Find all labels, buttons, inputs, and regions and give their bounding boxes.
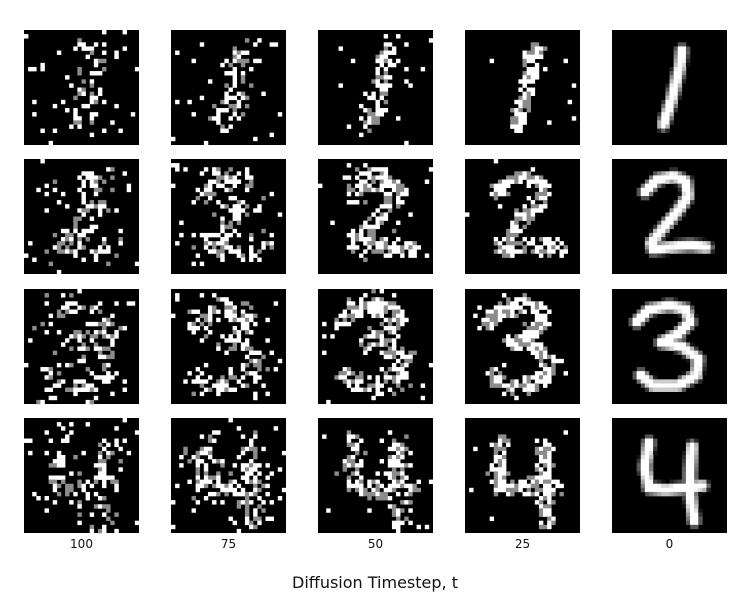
x-axis-title: Diffusion Timestep, t	[292, 573, 458, 592]
digit-2-t-25-image	[465, 159, 580, 274]
digit-4-t-75-image	[171, 418, 287, 534]
timestep-label-50: 50	[367, 537, 384, 551]
timestep-label-75: 75	[220, 537, 237, 551]
digit-4-t-0-image	[612, 418, 727, 533]
digit-1-t-100-image	[24, 30, 140, 146]
digit-2-t-0-image	[612, 159, 727, 274]
digit-1-t-0-image	[612, 30, 727, 145]
digit-1-t-75-image	[171, 30, 286, 146]
digit-2-t-100-image	[24, 159, 140, 275]
digit-3-t-25-image	[465, 289, 580, 404]
timestep-label-25: 25	[514, 537, 531, 551]
digit-3-t-0-image	[612, 289, 727, 404]
digit-2-t-75-image	[171, 159, 286, 274]
digit-4-t-25-image	[465, 418, 580, 533]
digit-3-t-75-image	[171, 289, 286, 404]
timestep-label-0: 0	[665, 537, 674, 551]
digit-4-t-50-image	[318, 418, 434, 534]
digit-2-t-50-image	[318, 159, 434, 274]
timestep-label-100: 100	[70, 537, 93, 551]
digit-1-t-25-image	[465, 30, 580, 145]
digit-3-t-100-image	[24, 289, 139, 405]
digit-3-t-50-image	[318, 289, 434, 405]
digit-1-t-50-image	[318, 30, 434, 146]
digit-4-t-100-image	[24, 418, 140, 534]
